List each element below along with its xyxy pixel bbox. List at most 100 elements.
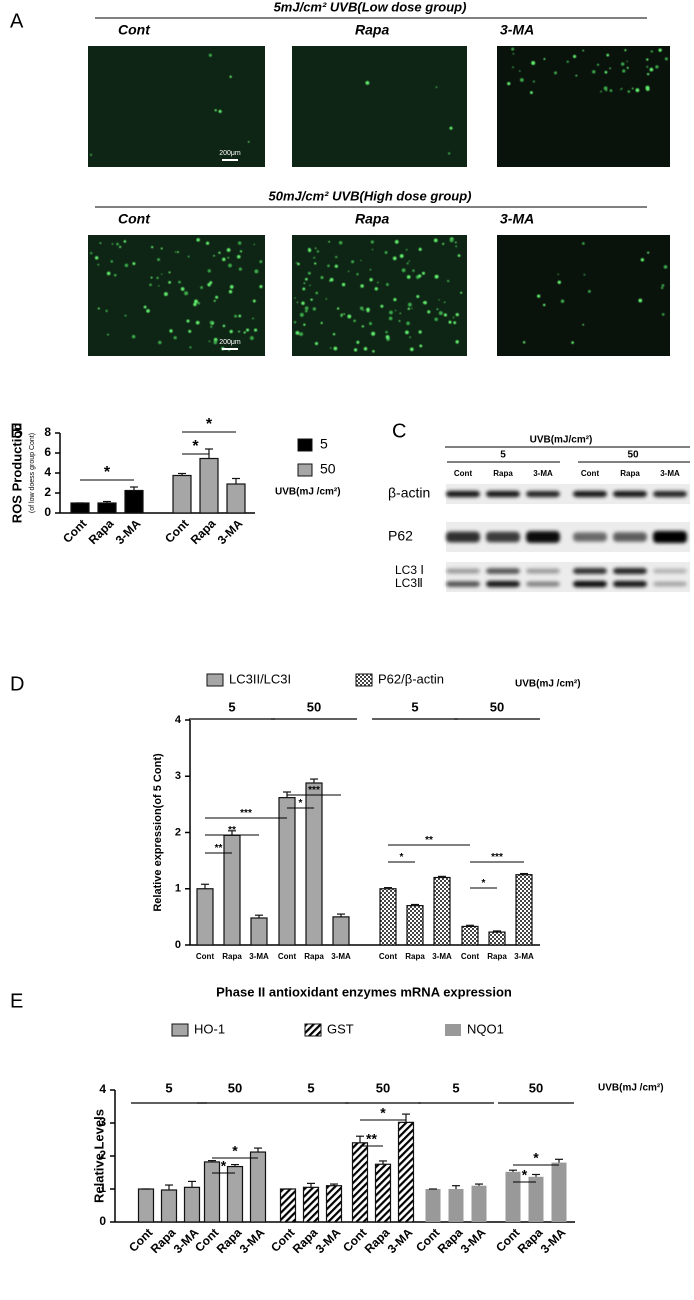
cell: [229, 75, 232, 79]
cell: [366, 307, 370, 312]
significance-label: **: [228, 825, 236, 836]
fluorescence: [507, 47, 668, 95]
cell: [371, 331, 376, 336]
cell: [238, 330, 240, 333]
cell: [649, 67, 654, 72]
cell: [180, 287, 185, 291]
cell: [582, 49, 585, 52]
cell: [531, 61, 536, 66]
legend-swatch: [206, 673, 224, 687]
cell: [661, 284, 665, 287]
cell: [406, 262, 409, 265]
cell: [362, 309, 365, 312]
row-label: β-actin: [388, 485, 430, 501]
bar: [160, 1189, 178, 1223]
cell: [655, 65, 659, 69]
cell: [622, 69, 626, 73]
cell: [627, 90, 631, 93]
cell: [407, 307, 411, 311]
micrograph: [497, 235, 670, 356]
cell: [392, 256, 397, 261]
group-label: 50: [228, 1080, 242, 1095]
cell: [294, 297, 296, 299]
lane-label: 3-MA: [660, 469, 680, 478]
significance-label: ***: [491, 852, 503, 863]
micrograph: [292, 235, 467, 356]
cell: [631, 87, 634, 90]
band: [613, 532, 647, 542]
cell: [575, 74, 578, 77]
bar: [379, 888, 397, 946]
cell: [438, 311, 443, 316]
cell: [401, 268, 406, 273]
fluorescence: [522, 242, 668, 344]
cell: [333, 346, 338, 351]
cell: [116, 242, 119, 246]
legend-title: UVB(mJ /cm²): [598, 1083, 664, 1094]
cell: [106, 271, 111, 276]
cell: [215, 295, 219, 299]
legend-label: GST: [327, 1021, 354, 1036]
cell: [99, 242, 102, 244]
significance-label: *: [104, 464, 111, 481]
cell: [532, 80, 535, 83]
bands: [446, 490, 687, 588]
cell: [394, 309, 397, 312]
cell: [455, 245, 458, 248]
bar: [425, 1189, 441, 1222]
cell: [305, 277, 308, 281]
legend-title: UVB(mJ /cm²): [515, 679, 581, 690]
cell: [583, 273, 586, 276]
cell: [452, 316, 455, 319]
cell: [412, 269, 415, 272]
cell: [454, 241, 457, 244]
cell: [406, 321, 410, 326]
legend-label: HO-1: [194, 1021, 225, 1036]
group-label: 5: [228, 699, 235, 714]
legend-swatch: [171, 1023, 189, 1037]
x-tick-label: Rapa: [405, 952, 425, 961]
y-tick-label: 6: [44, 445, 51, 459]
cell: [303, 323, 306, 326]
significance-label: *: [299, 798, 303, 809]
cell: [512, 66, 514, 69]
group-title: 5mJ/cm² UVB(Low dose group): [274, 0, 467, 14]
x-tick-label: 3-MA: [313, 1225, 344, 1256]
cell: [353, 319, 356, 323]
cell: [436, 308, 439, 311]
band: [613, 567, 647, 575]
cell: [259, 260, 263, 264]
cell: [361, 325, 365, 328]
cell: [132, 262, 136, 266]
x-tick-label: 3-MA: [331, 952, 351, 961]
cell: [208, 53, 212, 57]
cell: [411, 307, 413, 310]
cell: [434, 274, 439, 279]
significance-label: ***: [240, 808, 252, 819]
cell: [351, 260, 355, 264]
y-tick-label: 2: [44, 485, 51, 499]
cell: [247, 140, 250, 143]
cell: [186, 319, 190, 323]
cell: [228, 289, 233, 294]
cell: [316, 250, 320, 253]
cell: [227, 256, 230, 259]
cell: [423, 300, 427, 305]
x-tick-label: Rapa: [304, 952, 324, 961]
cell: [449, 238, 454, 243]
cell: [320, 275, 324, 280]
cell: [157, 258, 161, 262]
x-tick-label: 3-MA: [514, 952, 534, 961]
cell: [209, 281, 213, 285]
cell: [336, 307, 340, 310]
cell: [193, 302, 197, 307]
cell: [119, 245, 122, 249]
cell: [443, 301, 446, 304]
cell: [254, 269, 259, 274]
cell: [624, 49, 627, 52]
cell: [329, 347, 332, 349]
group-label: 50: [490, 699, 504, 714]
cell: [239, 250, 243, 253]
y-tick-label: 2: [99, 1148, 106, 1162]
cell: [405, 330, 409, 335]
